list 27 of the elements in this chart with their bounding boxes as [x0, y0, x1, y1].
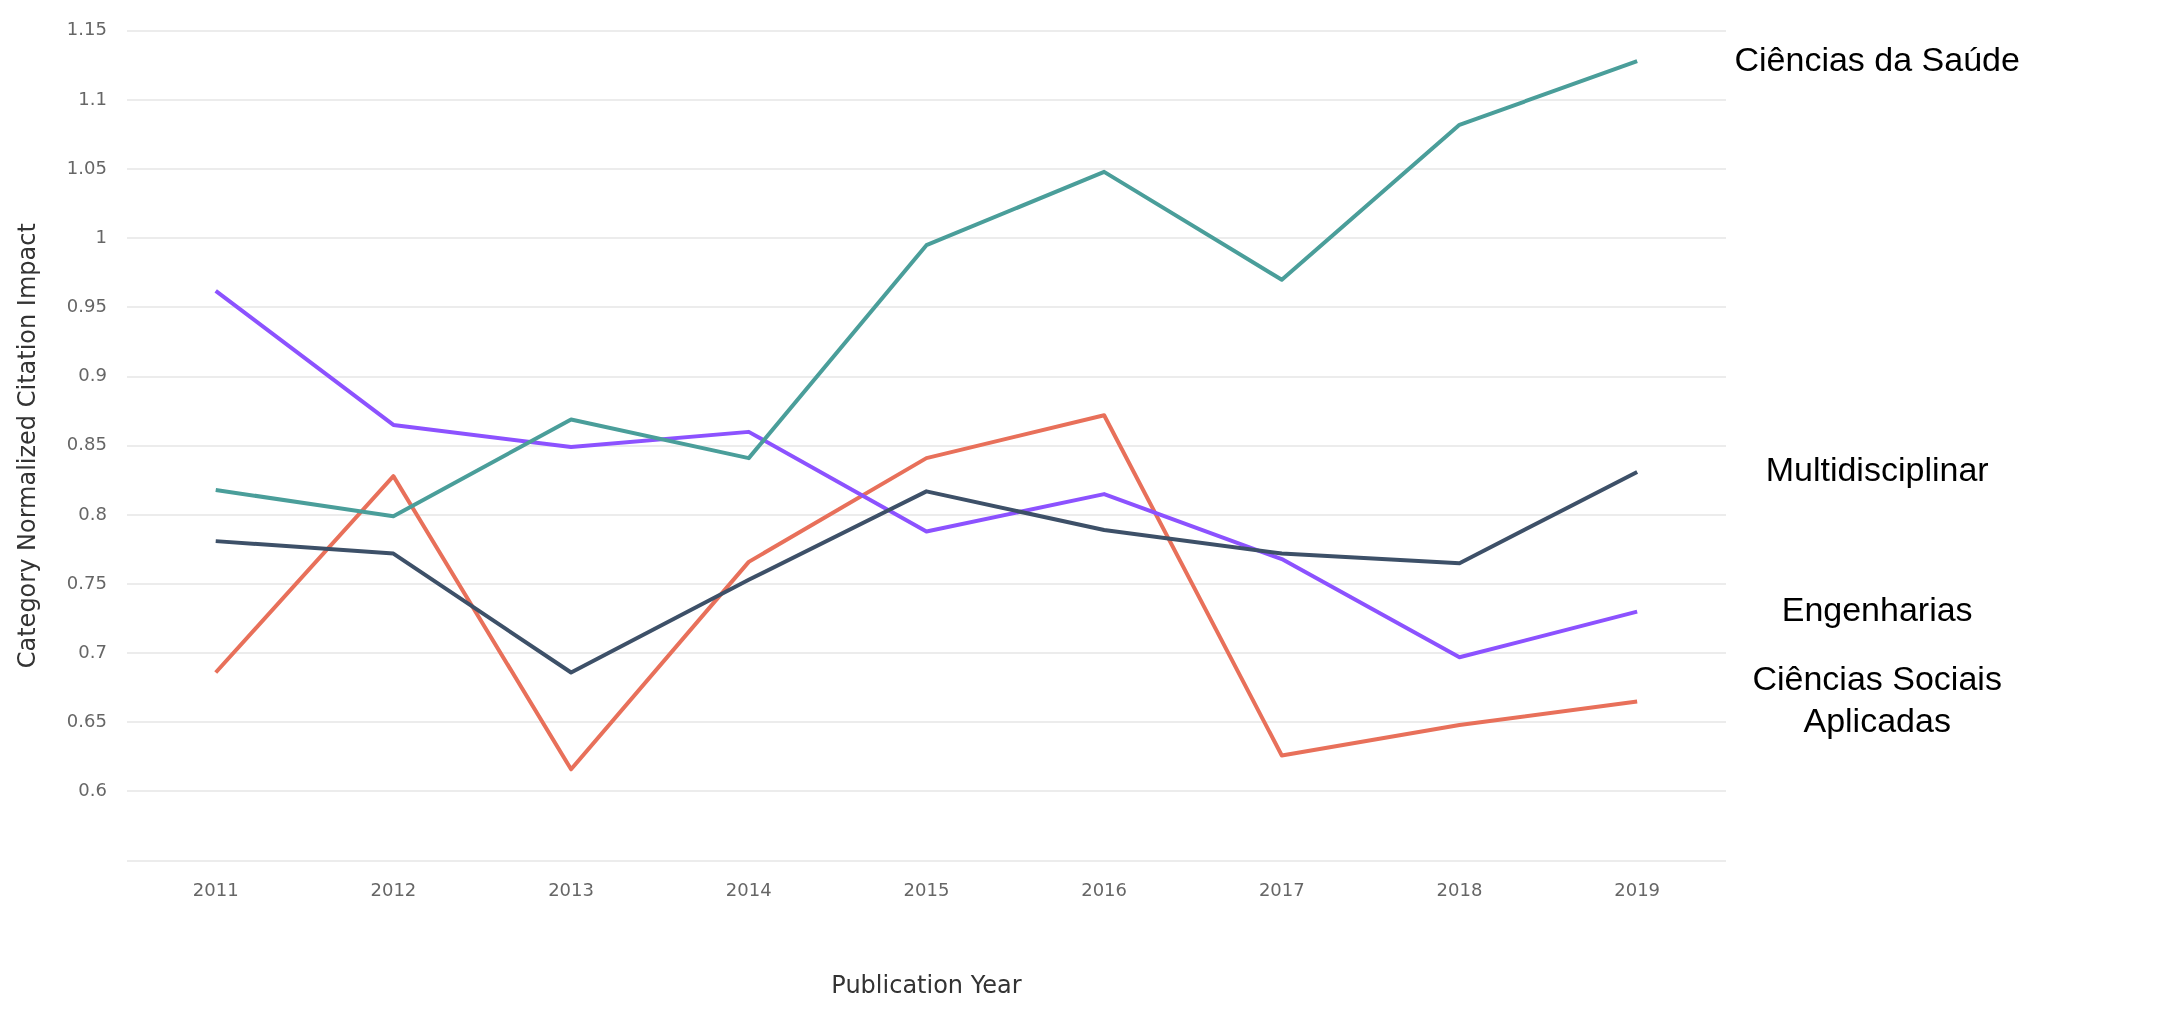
x-tick-label: 2016 — [1081, 879, 1128, 901]
y-tick-label: 1.1 — [78, 87, 107, 109]
y-tick-label: 0.8 — [78, 502, 107, 524]
y-tick-label: 0.9 — [78, 364, 107, 386]
x-tick-label: 2013 — [548, 879, 594, 901]
text: Ciências da Saúde — [1734, 39, 2020, 78]
y-tick-label: 0.85 — [66, 433, 107, 455]
x-tick-label: 2015 — [903, 879, 950, 901]
x-tick-label: 2019 — [1614, 879, 1661, 901]
x-tick-label: 2014 — [725, 879, 772, 901]
y-tick-label: 1 — [95, 225, 107, 247]
y-tick-label: 0.65 — [66, 709, 107, 731]
x-tick-label: 2018 — [1436, 879, 1483, 901]
x-tick-label: 2011 — [192, 879, 239, 901]
y-tick-label: 1.15 — [66, 18, 107, 40]
y-tick-label: 0.6 — [78, 779, 107, 801]
y-tick-label: 1.05 — [66, 156, 107, 178]
text: Multidisciplinar — [1765, 450, 1989, 489]
x-tick-label: 2017 — [1258, 879, 1305, 901]
y-axis-title: Category Normalized Citation Impact — [12, 223, 41, 669]
text: Ciências Sociais Aplicadas — [1752, 658, 2002, 739]
x-tick-label: 2012 — [370, 879, 417, 901]
text: Engenharias — [1781, 590, 1973, 629]
x-axis-title: Publication Year — [831, 970, 1022, 999]
y-tick-label: 0.75 — [66, 571, 107, 593]
y-tick-label: 0.95 — [66, 295, 107, 317]
y-tick-label: 0.7 — [78, 640, 107, 662]
